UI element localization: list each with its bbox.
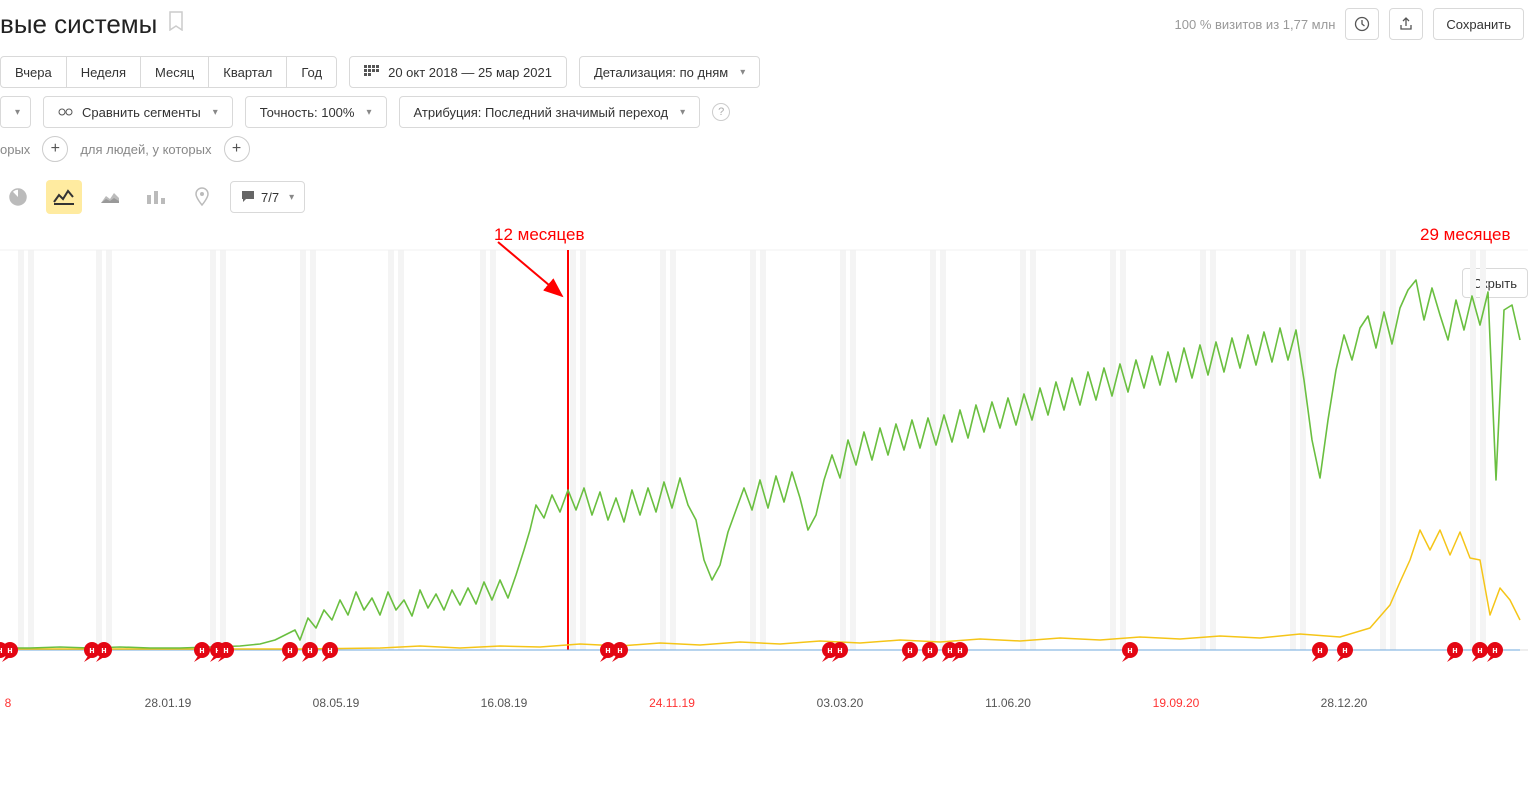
svg-text:н: н [89,645,94,655]
period-tabs: ВчераНеделяМесяцКварталГод [0,56,337,88]
period-tab[interactable]: Месяц [140,56,209,88]
x-axis-label: 28.01.19 [145,696,192,710]
add-people-filter-button[interactable]: + [224,136,250,162]
bookmark-icon[interactable] [167,11,185,37]
svg-text:н: н [605,645,610,655]
page-header: вые системы 100 % визитов из 1,77 млн Со… [0,0,1528,48]
period-tab[interactable]: Год [286,56,337,88]
svg-text:н: н [199,645,204,655]
svg-text:н: н [1452,645,1457,655]
svg-text:н: н [947,645,952,655]
svg-text:н: н [1342,645,1347,655]
accuracy-label: Точность: 100% [260,105,355,120]
x-axis-label: 28.12.20 [1321,696,1368,710]
chart-type-pie-icon[interactable] [0,180,36,214]
visits-info: 100 % визитов из 1,77 млн [1175,17,1336,32]
svg-text:н: н [837,645,842,655]
export-icon[interactable] [1389,8,1423,40]
x-axis-label: 19.09.20 [1153,696,1200,710]
help-icon[interactable]: ? [712,103,730,121]
truncated-dropdown[interactable]: ▾ [0,96,31,128]
x-axis-label: 16.08.19 [481,696,528,710]
metrics-counter-dropdown[interactable]: 7/7 ▾ [230,181,305,213]
toolbar-row-2: ▾ Сравнить сегменты ▾ Точность: 100% ▾ А… [0,96,1528,128]
metrics-counter-label: 7/7 [261,190,279,205]
svg-text:н: н [907,645,912,655]
svg-text:н: н [1492,645,1497,655]
add-visit-filter-button[interactable]: + [42,136,68,162]
svg-text:н: н [827,645,832,655]
filter-people-text: для людей, у которых [80,142,211,157]
accuracy-dropdown[interactable]: Точность: 100% ▾ [245,96,387,128]
save-button[interactable]: Сохранить [1433,8,1524,40]
filter-row: орых + для людей, у которых + [0,136,1528,162]
x-axis-label: 11.06.20 [985,696,1031,710]
chart-type-bar-icon[interactable] [138,180,174,214]
svg-text:н: н [223,645,228,655]
filter-visits-text: орых [0,142,30,157]
history-icon[interactable] [1345,8,1379,40]
svg-text:н: н [927,645,932,655]
x-axis-label: 8 [5,696,12,710]
detail-dropdown[interactable]: Детализация: по дням ▾ [579,56,760,88]
period-tab[interactable]: Вчера [0,56,67,88]
svg-text:н: н [1317,645,1322,655]
chevron-down-icon: ▾ [289,192,294,203]
header-right: 100 % визитов из 1,77 млн Сохранить [1175,8,1524,40]
x-axis-label: 03.03.20 [817,696,864,710]
title-area: вые системы [0,9,185,40]
chart-area: 12 месяцев 29 месяцев нннннннннннннннннн… [0,220,1528,720]
chevron-down-icon: ▾ [213,107,218,118]
compare-label: Сравнить сегменты [82,105,201,120]
svg-text:н: н [307,645,312,655]
chevron-down-icon: ▾ [740,67,745,78]
date-range-label: 20 окт 2018 — 25 мар 2021 [388,65,552,80]
attribution-dropdown[interactable]: Атрибуция: Последний значимый переход ▾ [399,96,701,128]
svg-text:н: н [1477,645,1482,655]
svg-text:н: н [617,645,622,655]
period-tab[interactable]: Квартал [208,56,287,88]
chart-type-area-icon[interactable] [92,180,128,214]
toolbar-row-1: ВчераНеделяМесяцКварталГод 20 окт 2018 —… [0,56,1528,88]
svg-text:н: н [1127,645,1132,655]
detail-label: Детализация: по дням [594,65,728,80]
date-range-picker[interactable]: 20 окт 2018 — 25 мар 2021 [349,56,567,88]
x-axis-label: 08.05.19 [313,696,360,710]
svg-text:н: н [327,645,332,655]
chart-type-map-icon[interactable] [184,180,220,214]
attribution-label: Атрибуция: Последний значимый переход [414,105,669,120]
x-axis: 8 28.01.19 08.05.19 16.08.19 24.11.19 03.03.2… [0,696,1528,716]
chevron-down-icon: ▾ [15,107,20,118]
period-tab[interactable]: Неделя [66,56,141,88]
svg-text:н: н [7,645,12,655]
x-axis-label: 24.11.19 [649,696,695,710]
svg-text:н: н [287,645,292,655]
page-title: вые системы [0,9,157,40]
chart-type-line-icon[interactable] [46,180,82,214]
svg-text:н: н [101,645,106,655]
chevron-down-icon: ▾ [366,107,371,118]
calendar-grid-icon [364,65,380,79]
compare-icon [58,105,74,119]
chart-toolbar: 7/7 ▾ [0,180,1528,214]
comment-icon [241,190,255,204]
chart-svg[interactable]: нннннннннннннннннннннннн [0,220,1528,680]
compare-segments-dropdown[interactable]: Сравнить сегменты ▾ [43,96,233,128]
chevron-down-icon: ▾ [680,107,685,118]
svg-text:н: н [957,645,962,655]
